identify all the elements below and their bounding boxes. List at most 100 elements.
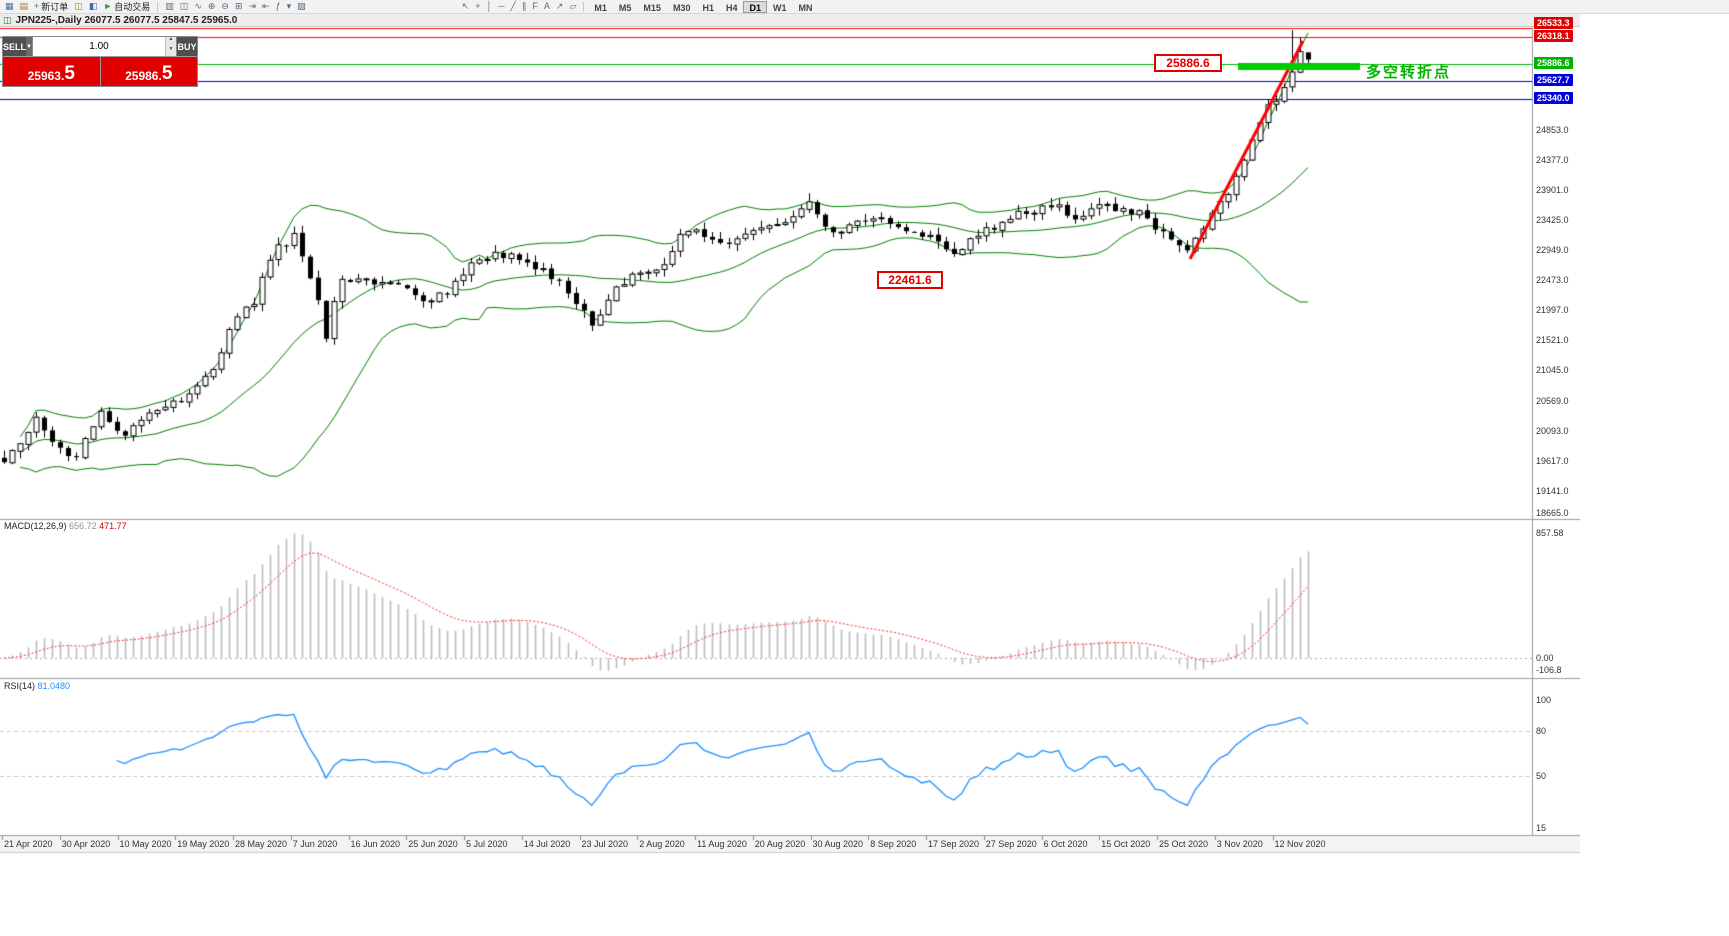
turning-point-label[interactable]: 多空转折点 (1366, 64, 1452, 81)
rsi-scale-label: 80 (1536, 725, 1547, 736)
price-gridline-label: 23901.0 (1536, 184, 1569, 195)
timeframe-MN[interactable]: MN (798, 2, 813, 13)
charts-icon[interactable]: ▦ (2, 0, 17, 13)
text-icon[interactable]: A (541, 0, 553, 13)
cursor-icon: ↖ (461, 1, 470, 11)
price-marker-label: 26318.1 (1534, 30, 1573, 43)
trendline-icon[interactable]: ╱ (507, 0, 518, 13)
crosshair-icon[interactable]: + (472, 0, 483, 13)
macd-scale-label: -106.8 (1536, 665, 1562, 675)
macd-scale-label: 0.00 (1536, 653, 1554, 663)
price-marker-label: 26533.3 (1534, 16, 1573, 29)
candlestick-icon[interactable]: ◫ (177, 0, 192, 13)
shapes-icon: ▱ (569, 1, 577, 11)
price-gridline-label: 22949.0 (1536, 245, 1569, 256)
timeframe-H4[interactable]: H4 (725, 2, 738, 13)
toolbar-separator (583, 1, 585, 12)
bar-chart-icon[interactable]: ▥ (162, 0, 177, 13)
horizontal-line-icon[interactable]: ─ (495, 0, 507, 13)
indicators-list-icon[interactable]: ƒ (273, 0, 284, 13)
date-label: 23 Jul 2020 (581, 839, 629, 849)
autotrading-button-label: 自动交易 (114, 2, 151, 12)
timeframe-M1[interactable]: M1 (594, 2, 607, 13)
price-gridline-label: 24377.0 (1536, 154, 1569, 165)
timeframe-H1[interactable]: H1 (702, 2, 714, 13)
buy-button[interactable]: BUY (176, 37, 197, 56)
templates-icon[interactable]: ▨ (294, 0, 309, 13)
arrows-icon[interactable]: ↗ (553, 0, 567, 13)
price-gridline-label: 20569.0 (1536, 395, 1569, 406)
date-label: 30 Aug 2020 (812, 839, 864, 849)
zoom-in-icon[interactable]: ⊕ (205, 0, 219, 13)
price-marker-label: 25340.0 (1534, 92, 1573, 105)
timeframe-M5[interactable]: M5 (618, 2, 632, 13)
volume-stepper: ▲ ▼ (164, 37, 176, 56)
tile-windows-icon: ⊞ (234, 1, 243, 11)
date-label: 28 May 2020 (235, 839, 288, 849)
time-axis[interactable]: 21 Apr 2020 30 Apr 2020 10 May 2020 19 May … (0, 836, 1580, 852)
timeframe-D1[interactable]: D1 (743, 0, 767, 13)
volume-input[interactable] (32, 37, 165, 56)
date-label: 19 May 2020 (177, 839, 230, 849)
price-gridline-label: 24853.0 (1536, 124, 1569, 135)
chart-shift-icon: ⇤ (262, 1, 270, 11)
rsi-name: RSI(14) (4, 681, 36, 691)
timeframe-W1[interactable]: W1 (773, 2, 787, 13)
chart-titlebar: ◫ JPN225-,Daily 26077.5 26077.5 25847.5 … (0, 14, 1580, 27)
new-order-button[interactable]: + 新订单 (31, 0, 71, 13)
price-axis[interactable]: 24853.0 24377.0 23901.0 23425.0 22949.0 22473… (1532, 0, 1729, 936)
templates-icon: ▨ (297, 1, 306, 11)
timeframe-M30[interactable]: M30 (672, 2, 691, 13)
autotrading-button[interactable]: ► 自动交易 (100, 0, 153, 13)
one-click-prices: 25963. 5 25986. 5 (3, 57, 197, 86)
volume-step-up-button[interactable]: ▲ (165, 37, 176, 47)
line-chart-icon[interactable]: ∿ (191, 0, 205, 13)
price-gridline-label: 21997.0 (1536, 305, 1569, 316)
buy-price-button[interactable]: 25986. 5 (100, 57, 197, 86)
price-gridline-label: 19617.0 (1536, 455, 1569, 466)
price-marker-label: 25886.6 (1534, 57, 1573, 70)
price-gridline-label: 21521.0 (1536, 335, 1569, 346)
zoom-in-icon: ⊕ (207, 1, 216, 11)
macd-signal-value: 471.77 (99, 521, 127, 531)
vertical-line-icon: │ (486, 1, 493, 11)
date-label: 2 Aug 2020 (639, 839, 685, 849)
date-label: 15 Oct 2020 (1101, 839, 1151, 849)
market-watch-icon[interactable]: ◫ (71, 0, 86, 13)
market-watch-icon: ◫ (74, 1, 83, 11)
profiles-icon: ▤ (19, 1, 29, 11)
fibonacci-icon[interactable]: F (529, 0, 541, 13)
support-price-label[interactable]: 22461.6 (877, 271, 943, 289)
sell-price-button[interactable]: 25963. 5 (3, 57, 100, 86)
chart-shift-icon[interactable]: ⇤ (259, 0, 273, 13)
order-options-dropdown[interactable]: ▼ (26, 37, 32, 56)
resistance-price-label[interactable]: 25886.6 (1154, 54, 1222, 72)
toolbar: ▦ ▤ + 新订单 ◫ ◧ ► 自动交易 ▥ ◫ ∿ ⊕ ⊖ ⊞ ⇥ ⇤ ƒ ▾ ▨ ↖ + │ ─ ╱ ∥ F A ↗ ▱ M1 M5 M1… (0, 0, 1729, 14)
price-gridline-label: 18665.0 (1536, 508, 1569, 518)
volume-step-down-button[interactable]: ▼ (165, 46, 176, 56)
date-label: 30 Apr 2020 (61, 839, 111, 849)
autotrading-icon: ► (103, 1, 113, 11)
navigator-icon[interactable]: ◧ (86, 0, 101, 13)
tile-windows-icon[interactable]: ⊞ (232, 0, 246, 13)
toolbar-separator (157, 1, 159, 12)
periods-dropdown[interactable]: ▾ (284, 0, 295, 13)
vertical-line-icon[interactable]: │ (483, 0, 495, 13)
new-order-button-label: 新订单 (41, 2, 69, 12)
chart-window-icon: ◫ (3, 14, 12, 25)
fibonacci-icon: F (532, 1, 538, 11)
shapes-icon[interactable]: ▱ (566, 0, 579, 13)
rsi-scale-label: 50 (1536, 771, 1547, 782)
auto-scroll-icon: ⇥ (248, 1, 257, 11)
macd-name: MACD(12,26,9) (4, 521, 67, 531)
cursor-icon[interactable]: ↖ (459, 0, 473, 13)
timeframe-M15[interactable]: M15 (643, 2, 661, 13)
sell-button[interactable]: SELL (3, 37, 27, 56)
profiles-icon[interactable]: ▤ (17, 0, 32, 13)
price-gridline-label: 22473.0 (1536, 275, 1569, 286)
channel-icon[interactable]: ∥ (519, 0, 530, 13)
auto-scroll-icon[interactable]: ⇥ (246, 0, 260, 13)
macd-scale-label: 857.58 (1536, 528, 1564, 538)
zoom-out-icon[interactable]: ⊖ (218, 0, 232, 13)
